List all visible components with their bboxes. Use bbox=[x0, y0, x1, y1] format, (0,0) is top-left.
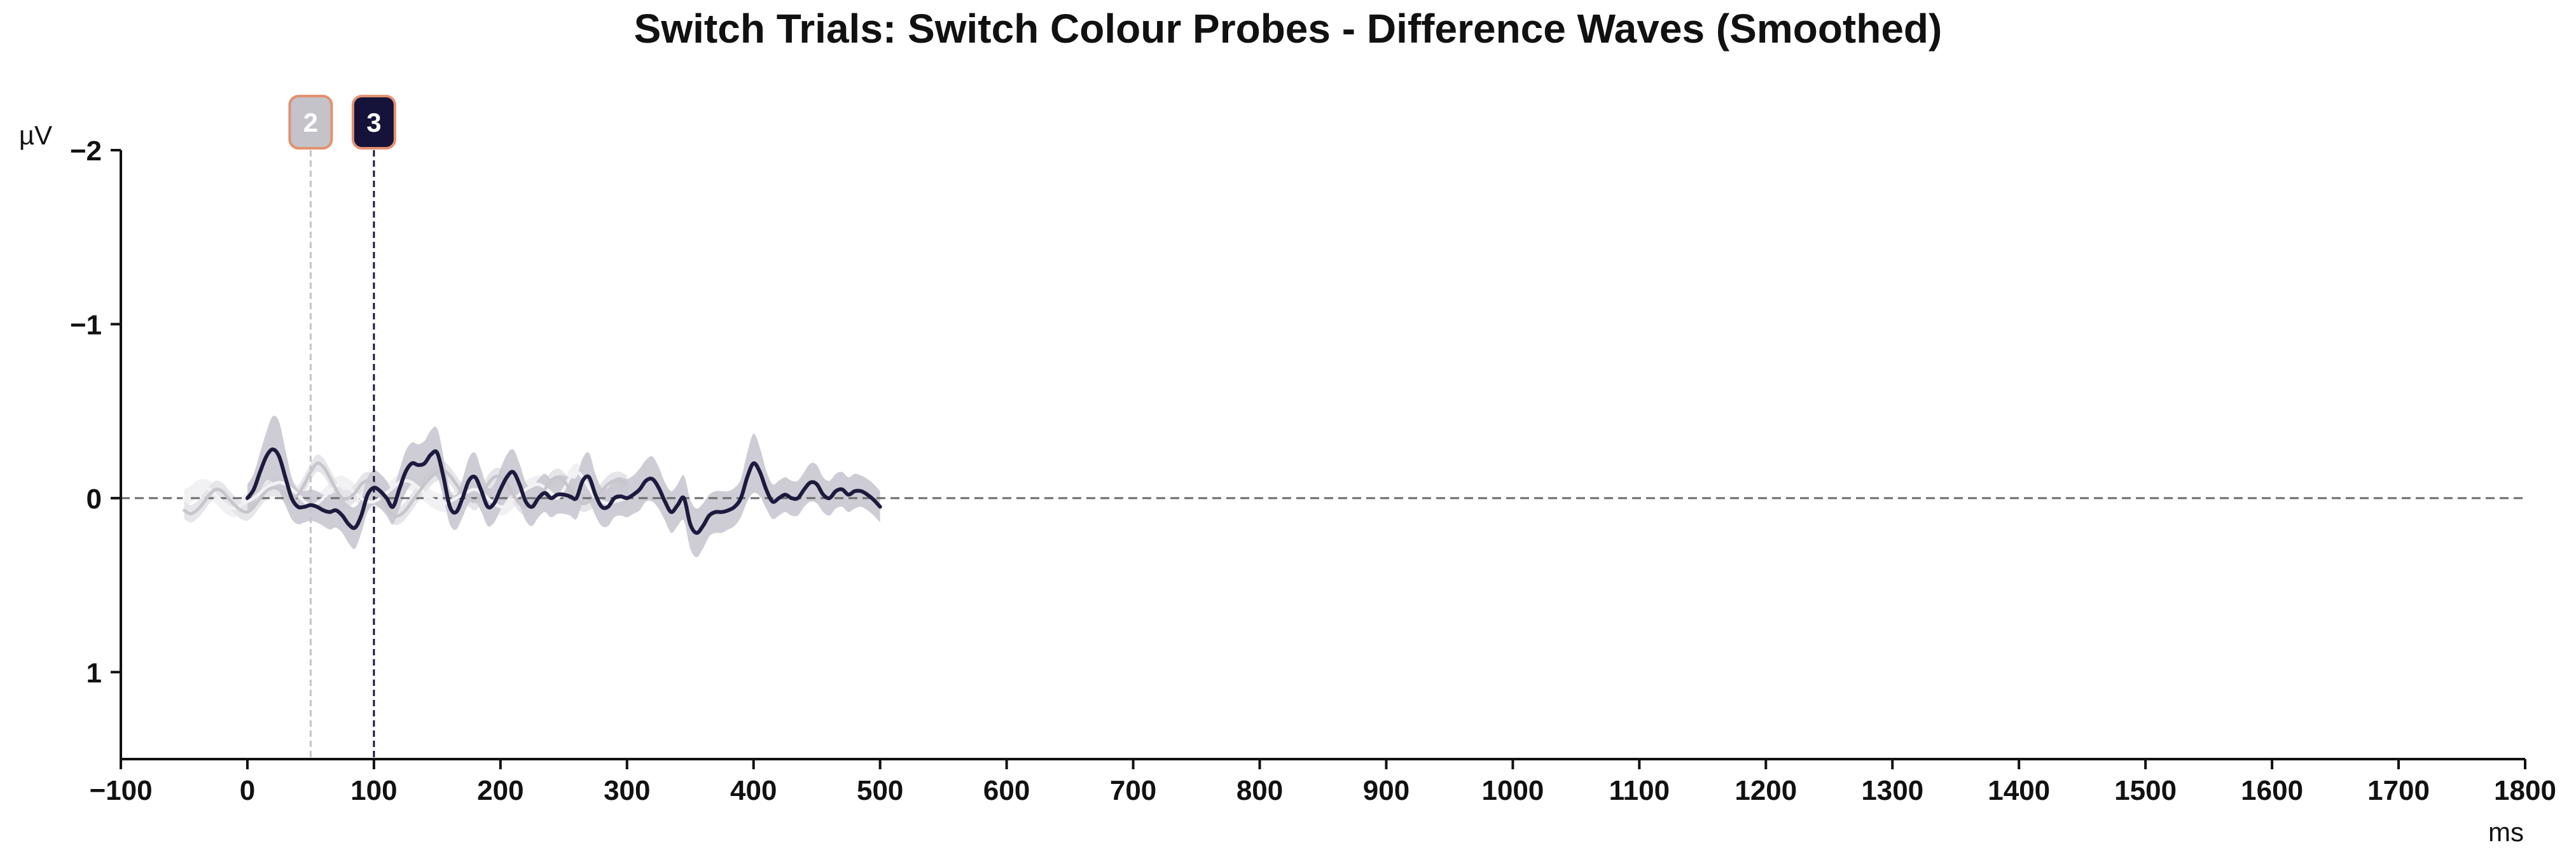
x-tick-label: 500 bbox=[857, 775, 903, 806]
series-lines bbox=[183, 447, 882, 535]
chart-title: Switch Trials: Switch Colour Probes - Di… bbox=[634, 6, 1942, 52]
x-tick-label: −100 bbox=[89, 775, 152, 806]
x-tick-label: 100 bbox=[350, 775, 397, 806]
x-tick-label: 400 bbox=[730, 775, 777, 806]
series-1-line bbox=[183, 470, 629, 510]
x-tick-label: 1700 bbox=[2367, 775, 2430, 806]
y-axis-label: µV bbox=[19, 120, 52, 150]
x-ticks: −100 0 100 200 300 400 500 600 700 800 900 1000 1100… bbox=[89, 759, 2556, 806]
x-tick-label: 300 bbox=[604, 775, 650, 806]
x-tick-label: 800 bbox=[1236, 775, 1283, 806]
x-tick-label: 0 bbox=[240, 775, 255, 806]
x-tick-label: 1100 bbox=[1609, 775, 1670, 806]
x-tick-label: 1500 bbox=[2114, 775, 2177, 806]
y-tick-label: −2 bbox=[70, 136, 102, 167]
x-tick-label: 1000 bbox=[1481, 775, 1544, 806]
y-tick-label: 0 bbox=[87, 484, 102, 515]
marker-2-label: 2 bbox=[303, 108, 318, 137]
x-tick-label: 600 bbox=[983, 775, 1030, 806]
marker-2-badge bbox=[288, 95, 333, 150]
x-tick-label: 1800 bbox=[2494, 775, 2556, 806]
series-2-band bbox=[184, 454, 627, 526]
axes: −100 0 100 200 300 400 500 600 700 800 900 1000 1100… bbox=[19, 120, 2556, 847]
x-axis-label: ms bbox=[2488, 817, 2524, 847]
x-tick-label: 200 bbox=[477, 775, 523, 806]
x-tick-label: 1300 bbox=[1861, 775, 1923, 806]
x-tick-label: 700 bbox=[1110, 775, 1156, 806]
x-tick-label: 1200 bbox=[1735, 775, 1797, 806]
x-tick-label: 1600 bbox=[2241, 775, 2303, 806]
marker-3-badge bbox=[351, 95, 396, 150]
series-3-line bbox=[245, 447, 882, 535]
marker-3-label: 3 bbox=[366, 108, 381, 137]
x-tick-label: 1400 bbox=[1988, 775, 2050, 806]
y-tick-label: −1 bbox=[70, 309, 102, 340]
series-2-line bbox=[183, 461, 629, 519]
y-ticks: −2 −1 0 1 bbox=[70, 136, 121, 688]
x-tick-label: 900 bbox=[1363, 775, 1409, 806]
y-tick-label: 1 bbox=[87, 657, 102, 688]
